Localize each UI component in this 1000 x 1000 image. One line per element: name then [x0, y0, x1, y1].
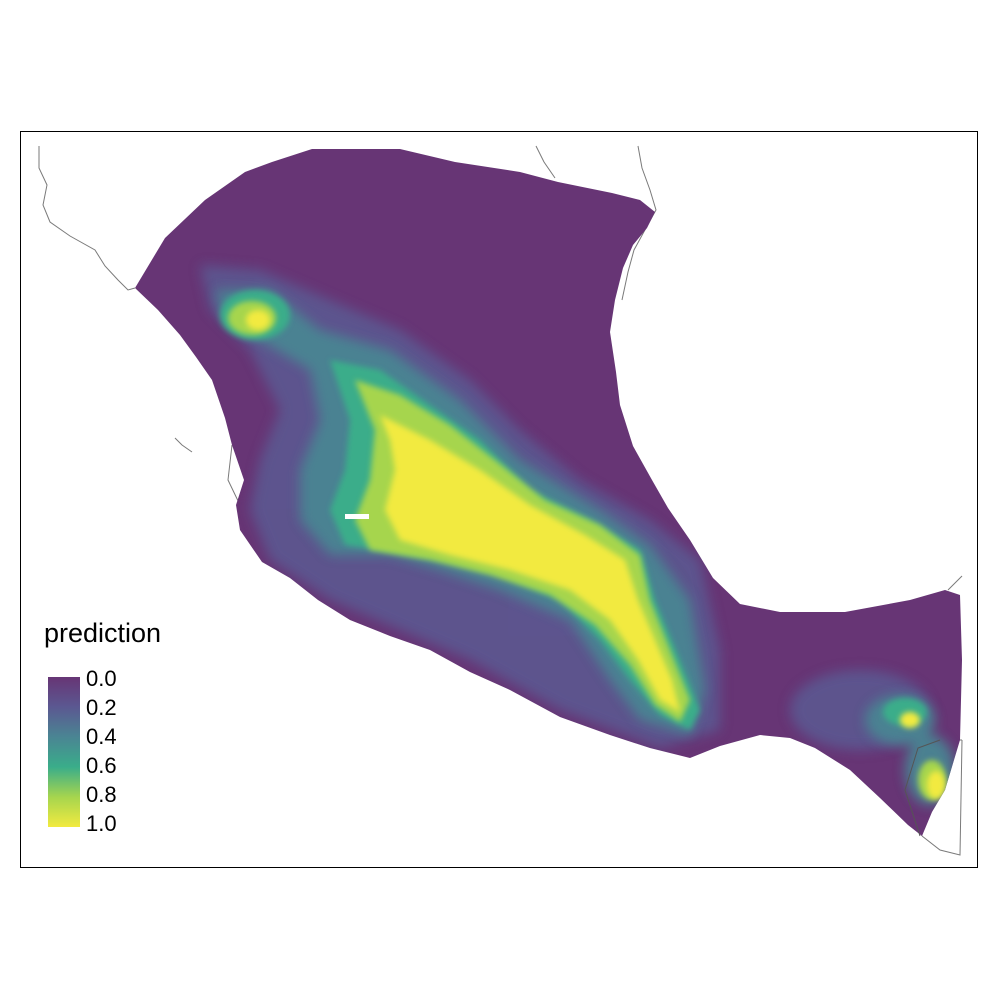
- legend-tick-3: 0.6: [86, 753, 117, 778]
- legend: prediction 0.0 0.2 0.4 0.6 0.8 1.0: [44, 618, 244, 848]
- legend-tick-0: 0.0: [86, 666, 117, 691]
- legend-tick-5: 1.0: [86, 811, 117, 836]
- legend-title: prediction: [44, 618, 162, 648]
- legend-colorbar: [48, 677, 80, 827]
- prediction-raster: [135, 149, 962, 837]
- legend-tick-1: 0.2: [86, 695, 117, 720]
- legend-tick-2: 0.4: [86, 724, 117, 749]
- legend-tick-4: 0.8: [86, 782, 117, 807]
